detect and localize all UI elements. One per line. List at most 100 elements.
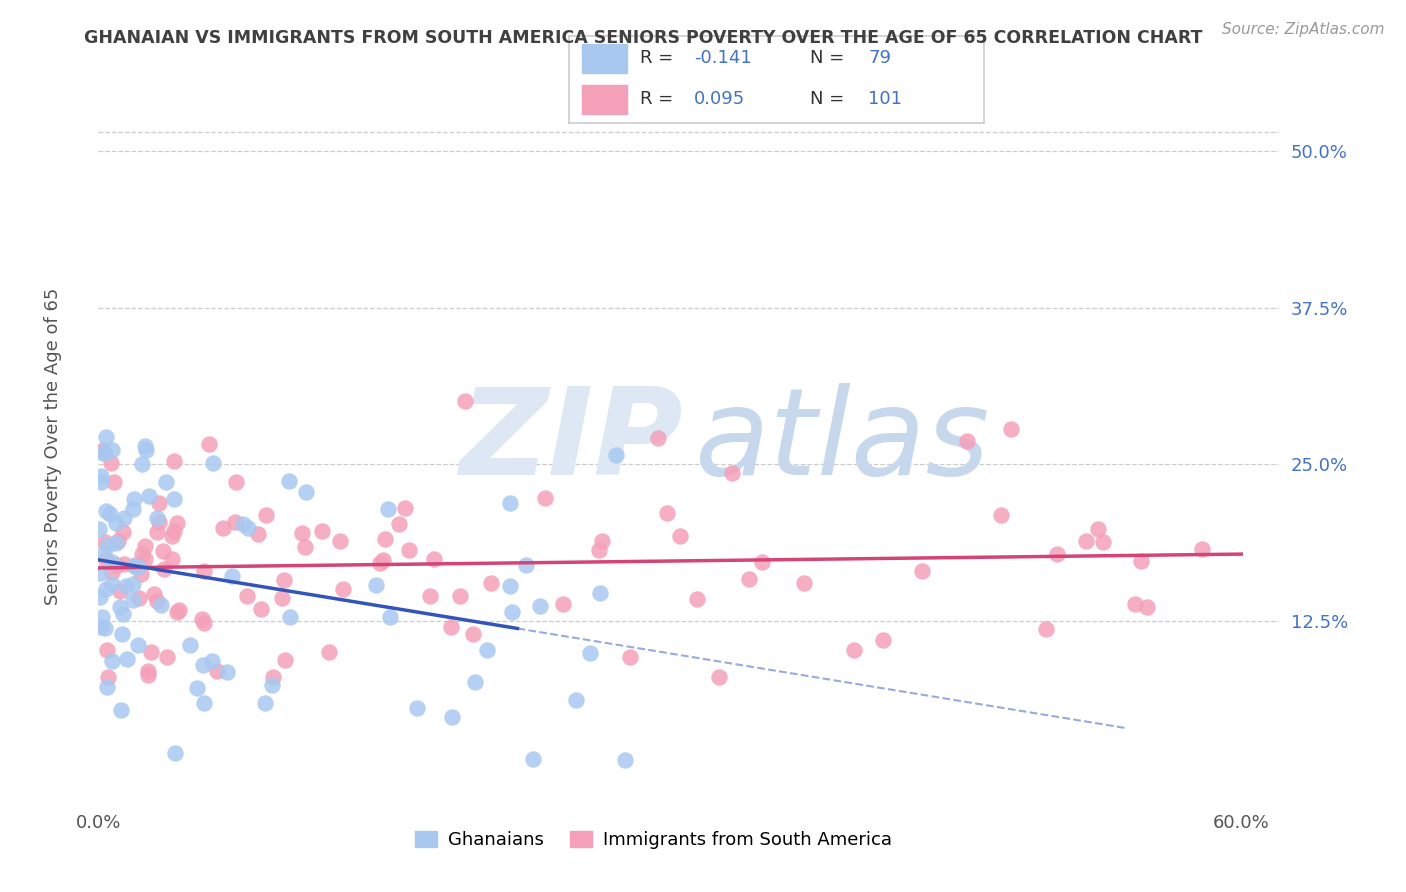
Point: [162, 491, 184, 506]
Text: -0.141: -0.141: [695, 49, 752, 68]
Point: [278, 610, 301, 624]
Point: [388, 516, 411, 531]
Point: [588, 586, 610, 600]
Point: [91, 443, 114, 458]
Point: [464, 675, 486, 690]
Text: atlas: atlas: [695, 383, 990, 500]
Point: [101, 654, 124, 668]
Point: [377, 501, 399, 516]
Point: [238, 521, 260, 535]
Point: [1136, 600, 1159, 615]
Point: [211, 521, 233, 535]
Point: [121, 502, 143, 516]
Point: [707, 670, 730, 684]
Legend: Ghanaians, Immigrants from South America: Ghanaians, Immigrants from South America: [408, 823, 900, 856]
Point: [398, 542, 420, 557]
Point: [477, 642, 499, 657]
Point: [110, 703, 132, 717]
Point: [368, 557, 391, 571]
Point: [107, 534, 129, 549]
Point: [156, 650, 179, 665]
Point: [89, 590, 111, 604]
Text: N =: N =: [810, 49, 851, 68]
Point: [96, 538, 118, 552]
Text: GHANAIAN VS IMMIGRANTS FROM SOUTH AMERICA SENIORS POVERTY OVER THE AGE OF 65 COR: GHANAIAN VS IMMIGRANTS FROM SOUTH AMERIC…: [84, 29, 1204, 46]
Point: [96, 642, 118, 657]
Point: [738, 573, 761, 587]
Point: [145, 525, 167, 540]
Point: [100, 565, 122, 579]
Point: [647, 431, 669, 445]
Point: [1087, 522, 1109, 536]
Point: [332, 582, 354, 596]
Point: [588, 542, 610, 557]
Text: Seniors Poverty Over the Age of 65: Seniors Poverty Over the Age of 65: [45, 287, 62, 605]
Text: N =: N =: [810, 90, 851, 109]
Point: [124, 491, 146, 506]
Point: [529, 599, 551, 613]
Point: [100, 443, 122, 458]
Point: [371, 553, 394, 567]
Point: [793, 576, 815, 591]
Point: [112, 524, 135, 539]
Point: [94, 535, 117, 549]
Point: [1129, 554, 1152, 568]
Point: [1125, 598, 1147, 612]
Point: [111, 607, 134, 622]
Point: [129, 567, 152, 582]
Point: [232, 517, 254, 532]
Point: [215, 665, 238, 679]
Point: [160, 528, 183, 542]
Point: [236, 589, 259, 603]
Point: [1046, 547, 1069, 561]
Point: [956, 434, 979, 449]
Point: [136, 667, 159, 681]
Point: [225, 475, 247, 489]
Point: [146, 594, 169, 608]
Point: [294, 485, 316, 500]
Point: [110, 583, 132, 598]
Point: [94, 446, 117, 460]
Point: [155, 475, 177, 490]
Point: [260, 678, 283, 692]
Point: [1074, 534, 1097, 549]
Point: [479, 575, 502, 590]
Point: [406, 701, 429, 715]
Point: [270, 591, 292, 605]
Point: [105, 558, 128, 572]
Point: [842, 643, 865, 657]
Point: [166, 605, 188, 619]
Point: [720, 466, 742, 480]
Point: [101, 577, 124, 591]
Point: [100, 456, 122, 470]
Point: [191, 612, 214, 626]
Point: [93, 446, 115, 460]
Point: [163, 747, 186, 761]
Point: [193, 564, 215, 578]
Text: 79: 79: [868, 49, 891, 68]
Point: [224, 516, 246, 530]
Point: [90, 475, 112, 489]
Point: [108, 599, 131, 614]
Point: [163, 524, 186, 538]
Point: [127, 638, 149, 652]
Point: [104, 516, 127, 530]
Point: [499, 496, 522, 510]
Point: [166, 516, 188, 531]
Point: [89, 566, 111, 580]
Point: [1191, 542, 1213, 557]
Point: [136, 665, 159, 679]
Point: [94, 430, 117, 444]
Point: [221, 569, 243, 583]
Point: [114, 511, 136, 525]
Point: [93, 546, 115, 560]
Point: [1091, 534, 1114, 549]
Point: [193, 696, 215, 710]
Point: [254, 508, 277, 522]
Point: [911, 564, 934, 578]
Point: [124, 558, 146, 572]
Point: [374, 532, 396, 546]
Point: [98, 507, 121, 521]
Point: [112, 558, 135, 572]
Point: [198, 437, 221, 451]
